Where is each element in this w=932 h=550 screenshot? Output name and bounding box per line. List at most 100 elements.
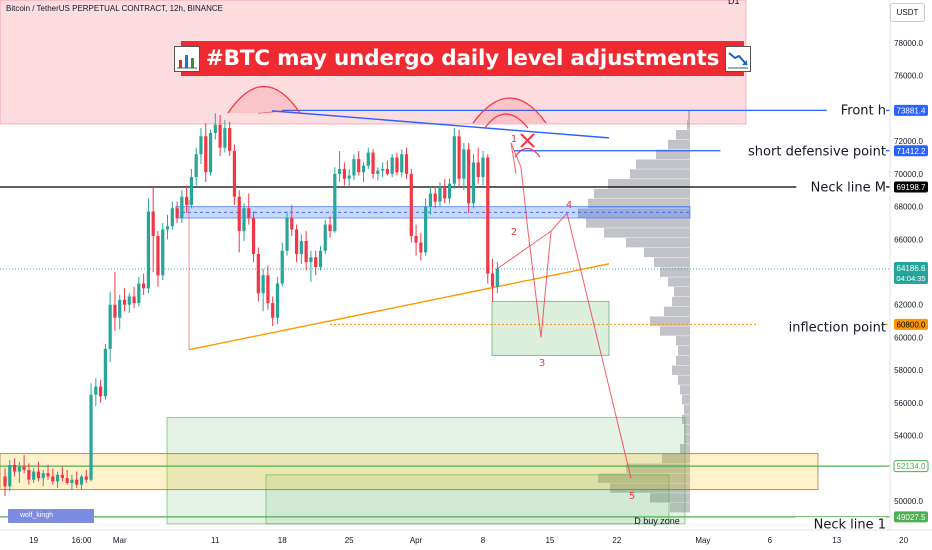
candle xyxy=(242,203,246,241)
wave-label: 2 xyxy=(511,227,517,238)
candle xyxy=(342,162,346,186)
y-tick-label: 62000.0 xyxy=(894,301,923,310)
candle xyxy=(103,343,107,400)
candle xyxy=(122,288,127,312)
candle xyxy=(495,262,499,294)
candle-body xyxy=(51,476,55,482)
volume-profile-bar xyxy=(678,345,690,356)
current-price-tag: 64186.604:04:35 xyxy=(894,261,928,284)
y-tick-label: 66000.0 xyxy=(894,235,923,244)
volume-profile-bar xyxy=(588,198,690,209)
candle xyxy=(194,147,198,186)
support-zone xyxy=(0,453,819,491)
candle xyxy=(208,129,213,176)
candle-body xyxy=(185,196,189,205)
candle-body xyxy=(433,193,437,202)
y-tick-label: 60000.0 xyxy=(894,333,923,342)
projection-path xyxy=(510,142,632,479)
candle-body xyxy=(94,386,98,395)
volume-profile-bar xyxy=(674,287,690,297)
price-tag-text: 60800.0 xyxy=(897,320,926,329)
volume-profile-bar xyxy=(598,473,690,483)
candle xyxy=(419,232,423,261)
candle-body xyxy=(41,473,45,479)
candle xyxy=(189,168,194,209)
x-tick-label: 22 xyxy=(612,536,621,545)
candle-body xyxy=(314,257,318,268)
volume-profile-bar xyxy=(644,247,690,258)
candle xyxy=(390,154,394,178)
candle-body xyxy=(428,193,433,207)
candle xyxy=(118,294,122,330)
candle xyxy=(99,379,103,403)
candle-body xyxy=(476,162,480,178)
candle xyxy=(467,142,471,214)
candle xyxy=(261,268,265,312)
candle-body xyxy=(371,152,375,174)
candle xyxy=(75,471,79,488)
candle-body xyxy=(156,236,160,276)
candle xyxy=(471,154,476,209)
candle xyxy=(357,150,361,176)
candle-body xyxy=(404,154,409,174)
candle-body xyxy=(395,157,399,173)
candle-body xyxy=(22,466,26,470)
candle xyxy=(452,128,456,189)
candle-body xyxy=(122,299,127,305)
candle xyxy=(204,123,208,183)
candle xyxy=(376,167,380,181)
candle xyxy=(175,201,179,223)
pattern-leg xyxy=(257,110,283,114)
y-tick-label: 58000.0 xyxy=(894,366,923,375)
headline-banner: #BTC may undergo daily level adjustments xyxy=(173,41,752,76)
currency-button[interactable]: USDT xyxy=(890,3,925,22)
candle xyxy=(232,144,237,205)
volume-profile-bar xyxy=(682,414,690,425)
price-tag-box xyxy=(894,181,928,193)
price-tag-text: 71412.2 xyxy=(897,147,926,156)
candle-body xyxy=(457,136,461,179)
candle-body xyxy=(328,224,332,232)
candle xyxy=(132,286,136,308)
y-tick-label: 68000.0 xyxy=(894,203,923,212)
x-tick-label: 25 xyxy=(345,536,354,545)
candle-body xyxy=(108,304,112,349)
volume-profile-bar xyxy=(630,169,690,179)
candle xyxy=(395,152,399,176)
candle-body xyxy=(271,303,275,318)
candle xyxy=(304,231,308,271)
level-label-bg xyxy=(826,103,886,117)
buy-zone-label: D buy zone xyxy=(634,516,680,526)
current-price-value: 64186.6 xyxy=(897,264,926,273)
candle xyxy=(36,461,41,482)
candle-body xyxy=(275,283,280,318)
candle-body xyxy=(55,474,60,482)
price-tag-box xyxy=(894,145,928,157)
x-tick-label: 16:00 xyxy=(71,536,92,545)
candle xyxy=(46,465,50,480)
x-tick-label: Mar xyxy=(113,536,127,545)
candle xyxy=(70,474,74,490)
candle-body xyxy=(165,226,170,230)
volume-profile-bar xyxy=(662,453,690,464)
candle-body xyxy=(84,476,88,480)
candle-body xyxy=(304,240,308,263)
price-level-tag: 52134.0 xyxy=(894,460,928,472)
candle-body xyxy=(8,465,12,487)
x-tick-label: 15 xyxy=(545,536,554,545)
candle xyxy=(127,293,131,313)
candle-body xyxy=(137,283,141,304)
bar-chart-icon xyxy=(173,45,200,72)
price-tag-text: 73881.4 xyxy=(897,106,926,115)
volume-profile-bar xyxy=(680,385,690,395)
volume-profile-bar xyxy=(682,394,690,405)
candle xyxy=(280,242,284,287)
candle xyxy=(438,182,442,207)
price-level-tag: 49027.5 xyxy=(894,511,928,523)
candle xyxy=(433,186,437,209)
candle xyxy=(65,469,69,485)
y-tick-label: 76000.0 xyxy=(894,72,923,81)
candle-body xyxy=(194,154,198,178)
candle xyxy=(385,160,389,176)
